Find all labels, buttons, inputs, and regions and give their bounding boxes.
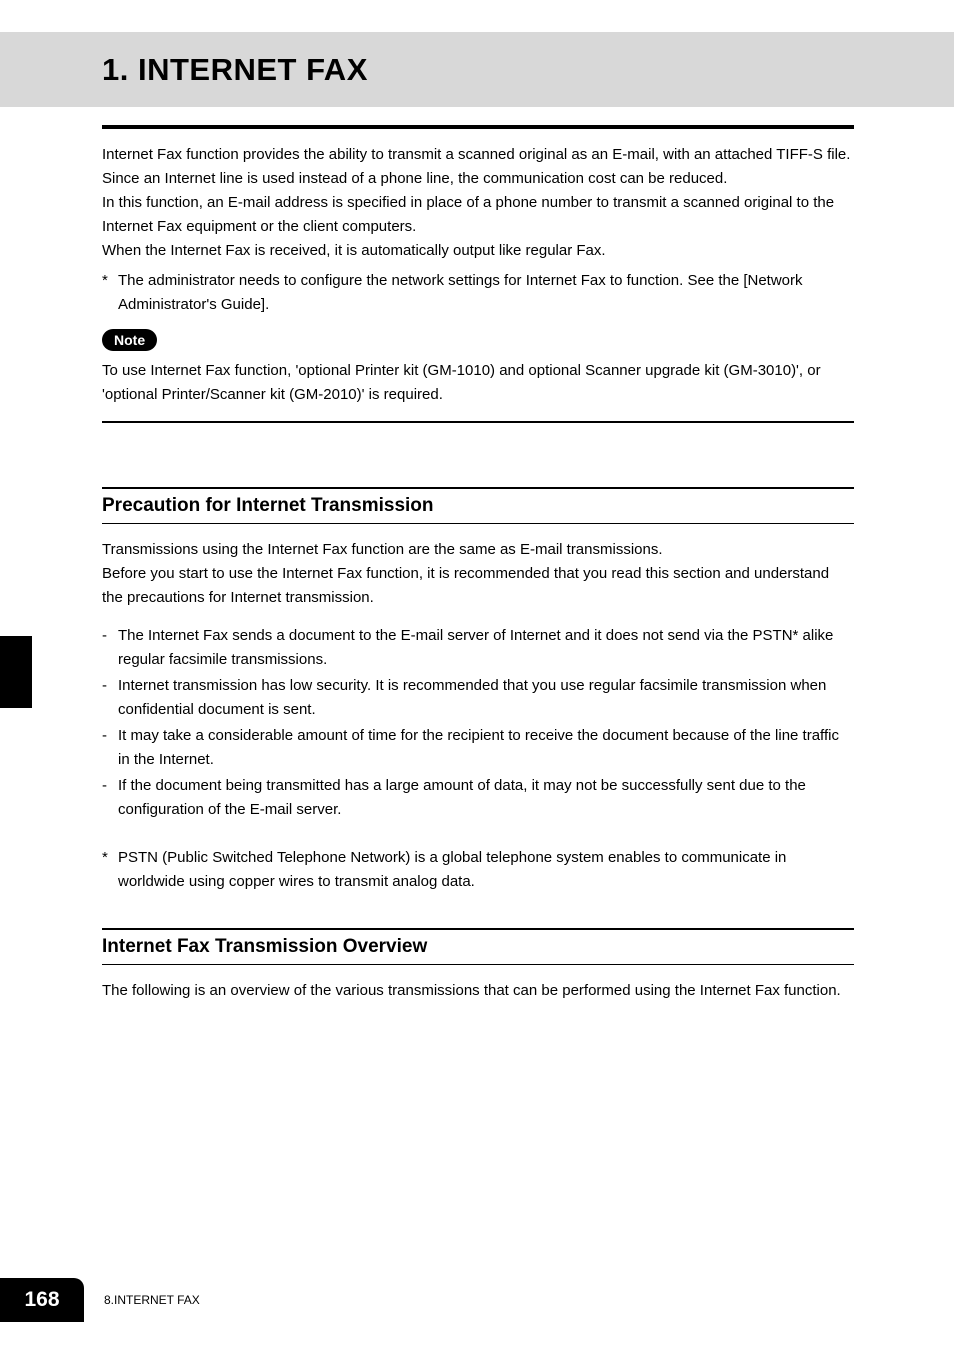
page-footer: 168 8.INTERNET FAX: [0, 1278, 954, 1322]
section1-heading: Precaution for Internet Transmission: [102, 489, 854, 523]
asterisk-icon: *: [102, 846, 118, 894]
intro-paragraph-1: Internet Fax function provides the abili…: [102, 143, 854, 191]
section1-rule-bottom: [102, 523, 854, 524]
chapter-title: 1. INTERNET FAX: [102, 52, 368, 88]
section2-rule-bottom: [102, 964, 854, 965]
dash-icon: -: [102, 724, 118, 772]
section-precaution: Precaution for Internet Transmission Tra…: [102, 487, 854, 894]
page-number: 168: [0, 1278, 84, 1322]
intro-star-note: * The administrator needs to configure t…: [102, 269, 854, 317]
dash-icon: -: [102, 624, 118, 672]
list-item: - It may take a considerable amount of t…: [102, 724, 854, 772]
footer-chapter-label: 8.INTERNET FAX: [104, 1293, 200, 1307]
note-text: To use Internet Fax function, 'optional …: [102, 359, 854, 407]
list-item-text: The Internet Fax sends a document to the…: [118, 624, 854, 672]
list-item-text: If the document being transmitted has a …: [118, 774, 854, 822]
section1-list: - The Internet Fax sends a document to t…: [102, 624, 854, 822]
intro-star-note-text: The administrator needs to configure the…: [118, 269, 854, 317]
section1-footnote-text: PSTN (Public Switched Telephone Network)…: [118, 846, 854, 894]
list-item: - Internet transmission has low security…: [102, 674, 854, 722]
list-item-text: It may take a considerable amount of tim…: [118, 724, 854, 772]
section2-heading: Internet Fax Transmission Overview: [102, 930, 854, 964]
intro-paragraph-2: In this function, an E-mail address is s…: [102, 191, 854, 239]
note-badge: Note: [102, 329, 157, 351]
list-item: - If the document being transmitted has …: [102, 774, 854, 822]
intro-rule-bottom: [102, 421, 854, 423]
asterisk-icon: *: [102, 269, 118, 317]
chapter-header-bar: 1. INTERNET FAX: [0, 32, 954, 107]
list-item-text: Internet transmission has low security. …: [118, 674, 854, 722]
section1-paragraph-2: Before you start to use the Internet Fax…: [102, 562, 854, 610]
intro-rule-top: [102, 125, 854, 129]
section1-footnote: * PSTN (Public Switched Telephone Networ…: [102, 846, 854, 894]
section-overview: Internet Fax Transmission Overview The f…: [102, 928, 854, 1003]
dash-icon: -: [102, 674, 118, 722]
section-tab-marker: [0, 636, 32, 708]
intro-paragraph-3: When the Internet Fax is received, it is…: [102, 239, 854, 263]
section1-paragraph-1: Transmissions using the Internet Fax fun…: [102, 538, 854, 562]
page-content: Internet Fax function provides the abili…: [102, 125, 854, 1003]
list-item: - The Internet Fax sends a document to t…: [102, 624, 854, 672]
section2-paragraph-1: The following is an overview of the vari…: [102, 979, 854, 1003]
dash-icon: -: [102, 774, 118, 822]
